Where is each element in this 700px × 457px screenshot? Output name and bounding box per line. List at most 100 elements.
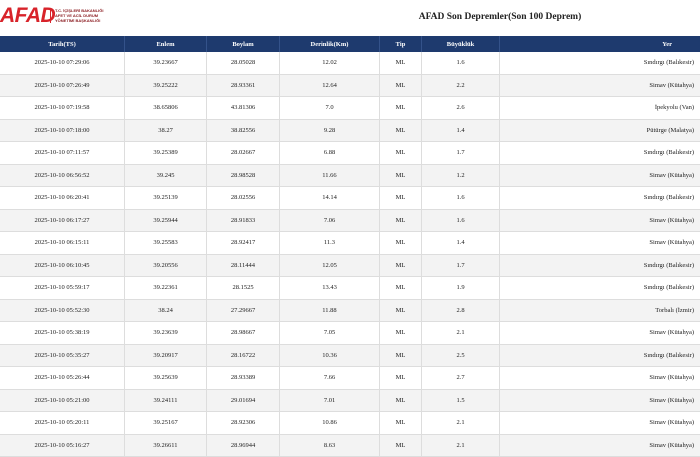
table-cell: 39.25167 <box>125 412 207 434</box>
table-cell: 39.22361 <box>125 277 207 299</box>
table-cell: 39.25583 <box>125 232 207 254</box>
table-cell: 28.98528 <box>207 165 280 187</box>
table-cell: 39.25944 <box>125 210 207 232</box>
table-cell: 2.2 <box>422 75 500 97</box>
table-cell: 28.93361 <box>207 75 280 97</box>
table-cell: 27.29667 <box>207 300 280 322</box>
table-cell: 2.7 <box>422 367 500 389</box>
table-cell: 39.25389 <box>125 142 207 164</box>
table-cell: 2025-10-10 07:18:00 <box>0 120 125 142</box>
table-cell: 12.05 <box>280 255 380 277</box>
column-header: Boylam <box>207 36 280 52</box>
table-cell: 2025-10-10 06:10:45 <box>0 255 125 277</box>
table-cell: Torbalı (İzmir) <box>500 300 700 322</box>
table-cell: 2.1 <box>422 322 500 344</box>
table-cell: 2025-10-10 06:56:52 <box>0 165 125 187</box>
table-cell: 7.01 <box>280 390 380 412</box>
table-cell: 39.245 <box>125 165 207 187</box>
table-cell: 38.24 <box>125 300 207 322</box>
table-cell: 12.02 <box>280 52 380 74</box>
table-cell: 28.1525 <box>207 277 280 299</box>
table-cell: 2025-10-10 06:17:27 <box>0 210 125 232</box>
table-cell: ML <box>380 322 422 344</box>
table-cell: 39.25222 <box>125 75 207 97</box>
table-cell: ML <box>380 300 422 322</box>
table-cell: 2025-10-10 05:38:19 <box>0 322 125 344</box>
table-cell: 9.28 <box>280 120 380 142</box>
table-cell: 1.2 <box>422 165 500 187</box>
table-cell: 39.23639 <box>125 322 207 344</box>
table-cell: 13.43 <box>280 277 380 299</box>
table-cell: 2025-10-10 05:20:11 <box>0 412 125 434</box>
table-cell: ML <box>380 97 422 119</box>
table-cell: ML <box>380 367 422 389</box>
table-cell: 1.7 <box>422 142 500 164</box>
table-cell: Simav (Kütahya) <box>500 390 700 412</box>
table-cell: 7.05 <box>280 322 380 344</box>
table-cell: 2.6 <box>422 97 500 119</box>
table-cell: 2025-10-10 05:52:30 <box>0 300 125 322</box>
table-cell: ML <box>380 345 422 367</box>
table-cell: 28.16722 <box>207 345 280 367</box>
table-cell: 7.06 <box>280 210 380 232</box>
table-cell: 28.91833 <box>207 210 280 232</box>
table-cell: ML <box>380 210 422 232</box>
table-cell: 1.7 <box>422 255 500 277</box>
table-cell: 2.1 <box>422 435 500 457</box>
table-cell: 2025-10-10 07:29:06 <box>0 52 125 74</box>
table-cell: 39.24111 <box>125 390 207 412</box>
table-cell: 2025-10-10 07:26:49 <box>0 75 125 97</box>
table-cell: ML <box>380 75 422 97</box>
column-header: Derinlik(Km) <box>280 36 380 52</box>
logo: AFAD <box>0 4 55 28</box>
table-cell: ML <box>380 255 422 277</box>
table-cell: 1.6 <box>422 210 500 232</box>
table-cell: 28.92306 <box>207 412 280 434</box>
table-cell: ML <box>380 165 422 187</box>
table-cell: 2025-10-10 06:15:11 <box>0 232 125 254</box>
column-header: Tip <box>380 36 422 52</box>
table-cell: 28.05028 <box>207 52 280 74</box>
table-cell: 7.0 <box>280 97 380 119</box>
table-cell: 39.20556 <box>125 255 207 277</box>
table-cell: 2025-10-10 07:19:58 <box>0 97 125 119</box>
table-cell: Simav (Kütahya) <box>500 435 700 457</box>
table-cell: Sındırgı (Balıkesir) <box>500 187 700 209</box>
table-cell: ML <box>380 120 422 142</box>
page-title: AFAD Son Depremler(Son 100 Deprem) <box>300 12 700 22</box>
table-cell: 11.88 <box>280 300 380 322</box>
table-cell: 28.96944 <box>207 435 280 457</box>
table-cell: Simav (Kütahya) <box>500 322 700 344</box>
column-header: Tarih(TS) <box>0 36 125 52</box>
table-cell: Simav (Kütahya) <box>500 165 700 187</box>
table-cell: 43.81306 <box>207 97 280 119</box>
table-cell: 1.4 <box>422 232 500 254</box>
column-header: Büyüklük <box>422 36 500 52</box>
table-cell: Sındırgı (Balıkesir) <box>500 277 700 299</box>
table-cell: İpekyolu (Van) <box>500 97 700 119</box>
table-cell: ML <box>380 412 422 434</box>
table-cell: ML <box>380 187 422 209</box>
table-cell: 39.25639 <box>125 367 207 389</box>
table-cell: Pütürge (Malatya) <box>500 120 700 142</box>
table-cell: Simav (Kütahya) <box>500 412 700 434</box>
table-cell: 1.6 <box>422 52 500 74</box>
table-cell: 28.92417 <box>207 232 280 254</box>
table-cell: 12.64 <box>280 75 380 97</box>
